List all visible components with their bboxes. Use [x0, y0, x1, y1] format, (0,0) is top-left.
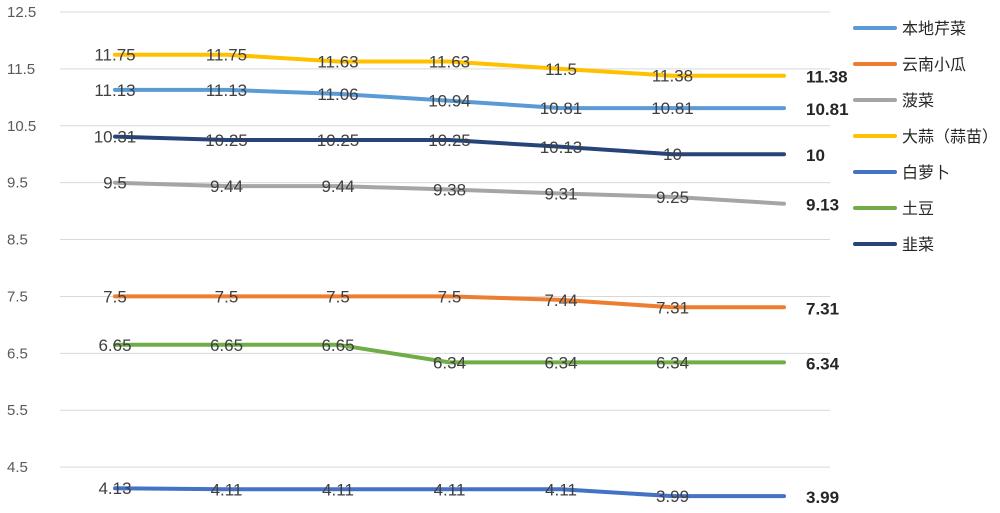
data-label: 10.81 — [540, 99, 583, 118]
data-label: 11.13 — [94, 81, 135, 100]
data-label: 11.06 — [317, 85, 358, 104]
y-tick-label: 6.5 — [7, 345, 28, 362]
series-line — [113, 134, 786, 157]
data-label: 3.99 — [806, 488, 839, 507]
legend-label: 菠菜 — [902, 91, 934, 110]
series-line — [113, 180, 786, 206]
data-label: 10.94 — [428, 92, 471, 111]
series-line — [113, 342, 786, 365]
data-label: 11.5 — [545, 60, 577, 79]
legend-label: 白萝卜 — [902, 163, 950, 182]
y-tick-label: 12.5 — [7, 4, 36, 21]
y-tick-label: 5.5 — [7, 402, 28, 419]
data-label: 6.34 — [544, 353, 577, 372]
legend-label: 土豆 — [902, 199, 934, 218]
data-label: 11.13 — [206, 81, 247, 100]
data-label: 11.38 — [652, 67, 693, 86]
data-label: 7.31 — [806, 299, 839, 318]
data-label: 6.65 — [98, 336, 131, 355]
data-label: 11.63 — [429, 52, 470, 71]
data-label: 4.11 — [322, 480, 354, 499]
series-line — [113, 87, 786, 111]
series-line — [113, 52, 786, 78]
data-label: 10.13 — [540, 138, 583, 157]
data-label: 9.44 — [210, 177, 243, 196]
data-label: 9.25 — [656, 188, 689, 207]
data-label: 9.38 — [433, 180, 466, 199]
grid-lines — [60, 11, 830, 468]
series-lines — [113, 52, 786, 499]
y-tick-label: 8.5 — [7, 232, 28, 249]
legend-label: 本地芹菜 — [902, 19, 966, 38]
data-label: 6.65 — [321, 336, 354, 355]
data-label: 6.34 — [656, 353, 689, 372]
data-label: 10.25 — [317, 131, 360, 150]
series-line — [113, 294, 786, 310]
data-labels: 11.13 11.13 11.06 10.94 10.81 10.81 10.81 7.5 7.… — [94, 46, 849, 507]
data-label: 11.63 — [317, 52, 358, 71]
y-tick-label: 4.5 — [7, 459, 28, 476]
y-tick-label: 7.5 — [7, 288, 28, 305]
data-label: 6.34 — [433, 353, 466, 372]
data-label: 10.81 — [806, 100, 849, 119]
y-tick-label: 10.5 — [7, 118, 36, 135]
data-label: 4.11 — [211, 480, 243, 499]
data-label: 7.31 — [656, 298, 689, 317]
data-label: 11.75 — [206, 46, 247, 65]
y-tick-label: 9.5 — [7, 175, 28, 192]
data-label: 7.5 — [438, 287, 462, 306]
data-label: 4.13 — [98, 479, 131, 498]
y-tick-label: 11.5 — [7, 61, 35, 78]
legend-label: 大蒜（蒜苗） — [902, 127, 998, 146]
data-label: 10 — [663, 145, 682, 164]
legend-label: 韭菜 — [902, 235, 934, 254]
data-label: 3.99 — [656, 487, 689, 506]
data-label: 10 — [806, 146, 825, 165]
data-label: 9.31 — [544, 184, 577, 203]
data-label: 10.31 — [94, 128, 137, 147]
data-label: 9.5 — [103, 174, 127, 193]
data-label: 11.38 — [806, 68, 848, 87]
data-label: 4.11 — [434, 480, 466, 499]
data-label: 9.44 — [321, 177, 354, 196]
data-label: 6.34 — [806, 354, 840, 373]
data-label: 9.13 — [806, 196, 839, 215]
legend-label: 云南小瓜 — [902, 55, 966, 74]
data-label: 7.44 — [544, 291, 577, 310]
data-label: 4.11 — [545, 480, 577, 499]
data-label: 7.5 — [215, 287, 239, 306]
data-label: 10.25 — [205, 131, 248, 150]
data-label: 10.25 — [428, 131, 471, 150]
data-label: 11.75 — [94, 46, 135, 65]
data-label: 6.65 — [210, 336, 243, 355]
data-label: 7.5 — [103, 287, 127, 306]
data-label: 7.5 — [326, 287, 350, 306]
y-axis: 4.5 5.5 6.5 7.5 8.5 9.5 10.5 11.5 12.5 — [7, 4, 36, 476]
data-label: 10.81 — [651, 99, 694, 118]
series-line — [113, 486, 786, 499]
